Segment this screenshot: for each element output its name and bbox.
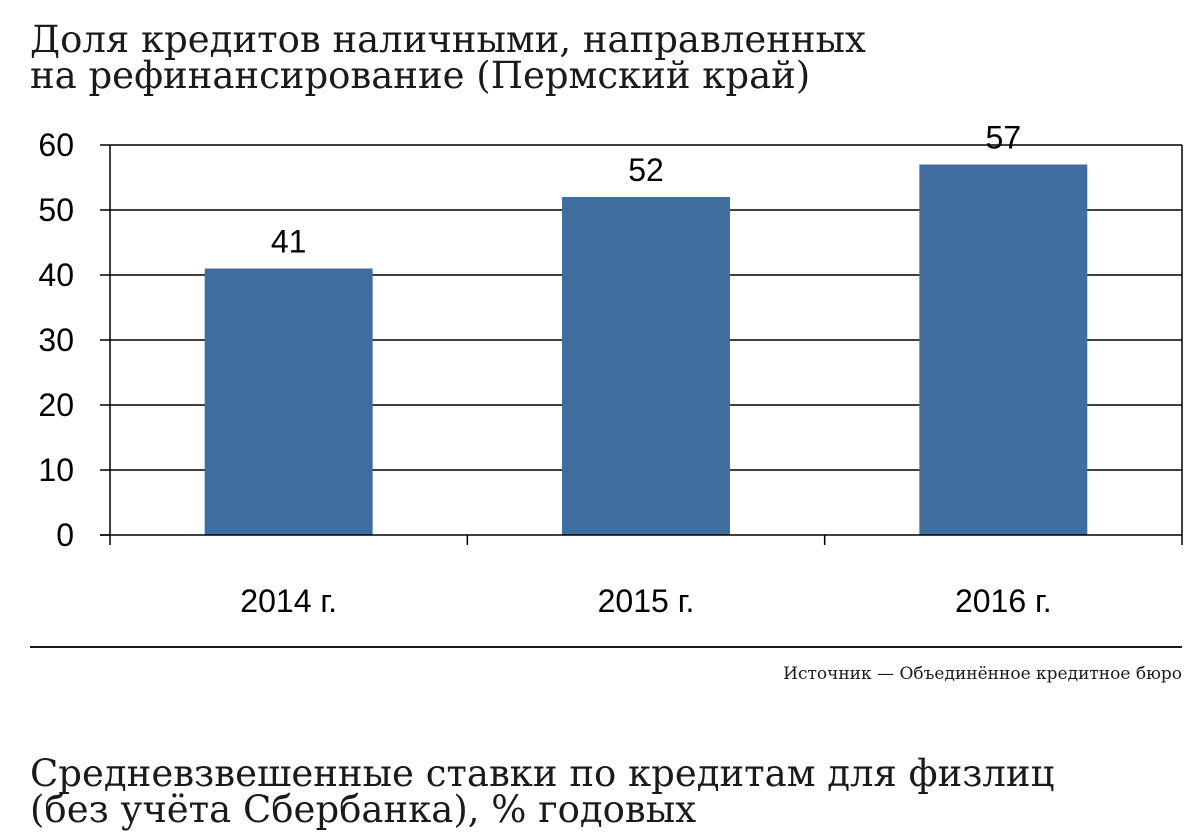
data-label: 41 (271, 224, 307, 260)
next-chart-title-line-1: Средневзвешенные ставки по кредитам для … (30, 752, 1055, 795)
x-category-label: 2014 г. (240, 583, 337, 619)
y-tick-label: 0 (56, 517, 74, 553)
data-label: 52 (628, 152, 664, 188)
next-chart-title: Средневзвешенные ставки по кредитам для … (30, 752, 1180, 831)
y-tick-label: 30 (38, 322, 74, 358)
chart-title: Доля кредитов наличными, направленных на… (30, 18, 1170, 97)
chart-title-line-2: на рефинансирование (Пермский край) (30, 54, 811, 97)
y-tick-label: 50 (38, 192, 74, 228)
y-tick-label: 60 (38, 127, 74, 163)
bar-chart: 0 10 20 30 40 50 60 41 2014 г. 52 2015 г. 57 2016 г. (38, 120, 1183, 619)
y-tick-label: 10 (38, 452, 74, 488)
x-category-label: 2016 г. (955, 583, 1052, 619)
x-category-label: 2015 г. (598, 583, 695, 619)
bar (562, 197, 730, 535)
bar (204, 268, 373, 535)
divider-line (30, 646, 1182, 648)
y-tick-label: 20 (38, 387, 74, 423)
source-note: Источник — Объединённое кредитное бюро (783, 664, 1182, 684)
next-chart-title-line-2: (без учёта Сбербанка), % годовых (30, 788, 697, 831)
data-label: 57 (986, 120, 1022, 156)
chart-title-line-1: Доля кредитов наличными, направленных (30, 18, 866, 61)
bar (919, 164, 1088, 535)
y-tick-label: 40 (38, 257, 74, 293)
